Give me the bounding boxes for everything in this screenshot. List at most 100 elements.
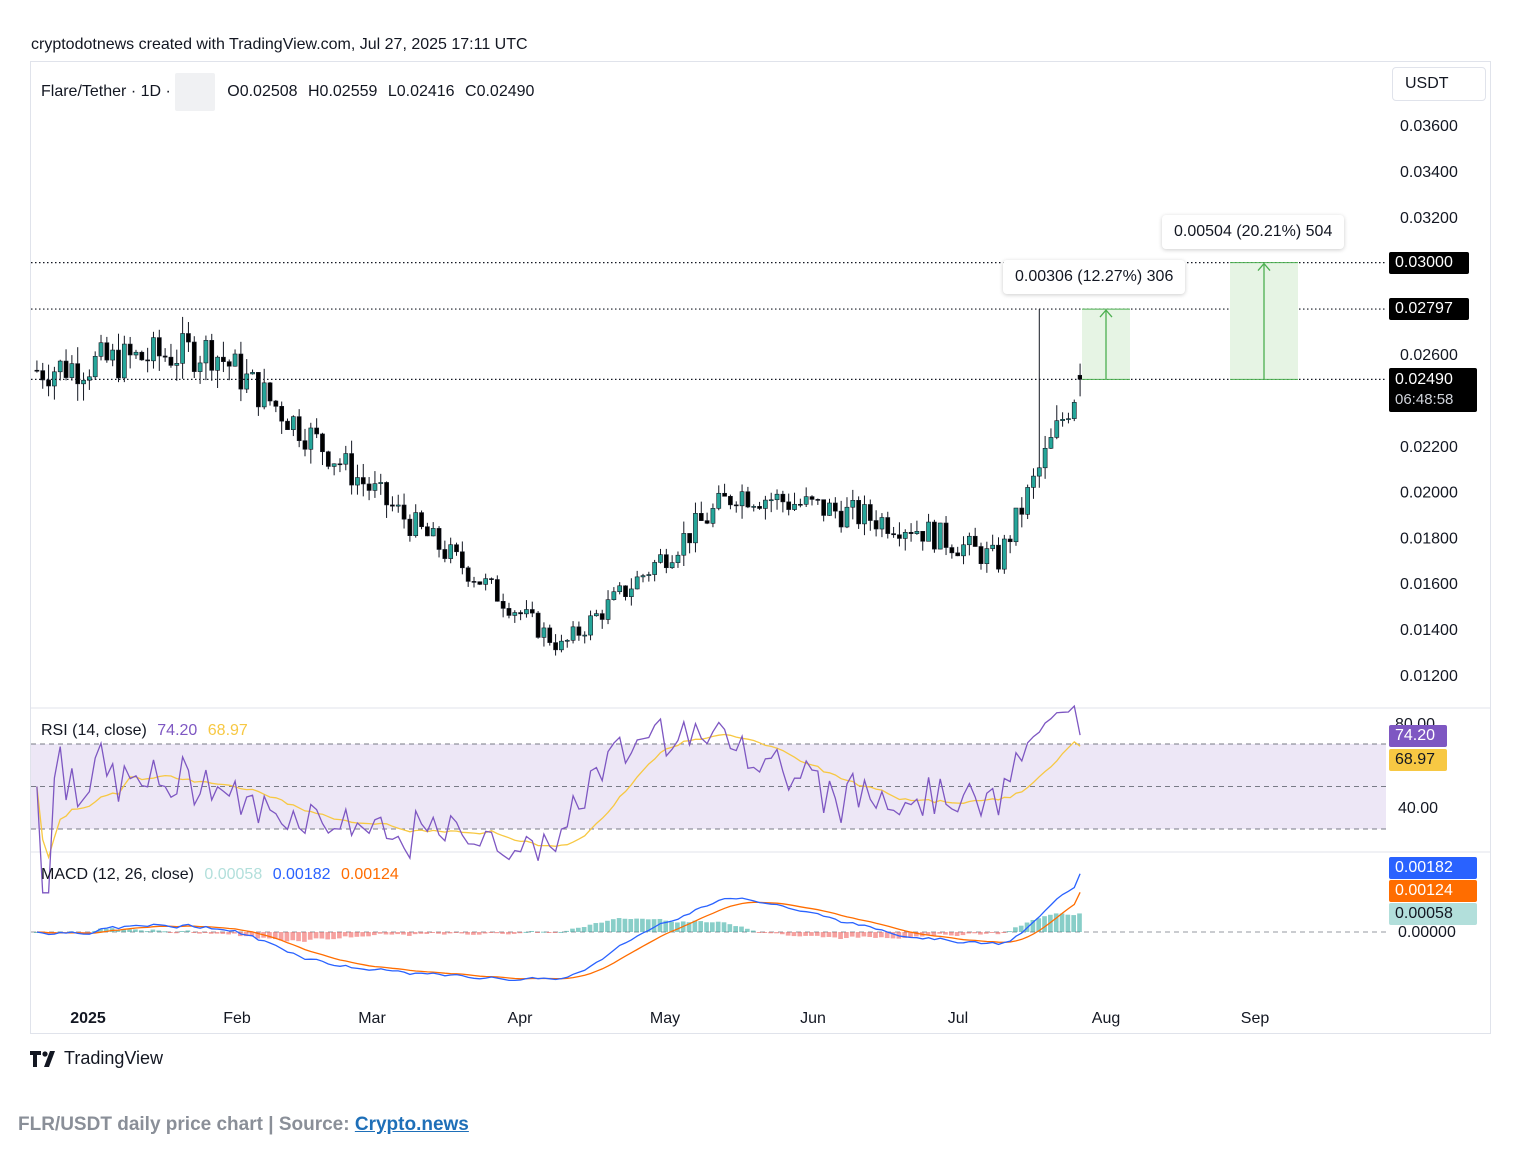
candle-body — [168, 356, 174, 366]
macd-histogram-bar — [739, 926, 744, 932]
candle-body — [145, 359, 150, 362]
candle-body — [477, 581, 483, 585]
macd-histogram-bar — [873, 932, 878, 938]
price-tick-label: 0.01400 — [1400, 622, 1458, 639]
macd-histogram-bar — [570, 928, 575, 932]
candle-body — [378, 482, 384, 484]
candle-body — [617, 585, 623, 593]
candle-body — [949, 547, 955, 554]
caption-source-link[interactable]: Crypto.news — [354, 1114, 469, 1135]
tradingview-logo[interactable]: TradingView — [30, 1048, 163, 1069]
macd-histogram-bar — [465, 932, 470, 935]
rsi-title: RSI (14, close) — [41, 722, 147, 739]
candle-body — [75, 363, 81, 385]
macd-histogram-bar — [272, 932, 278, 940]
candle-body — [838, 510, 844, 528]
macd-histogram-bar — [605, 920, 610, 932]
macd-histogram-bar — [191, 932, 197, 933]
macd-histogram-bar — [494, 932, 500, 934]
macd-histogram-bar — [395, 932, 400, 935]
candle-body — [1007, 538, 1013, 543]
macd-histogram-bar — [383, 932, 389, 935]
macd-histogram-bar — [506, 932, 511, 935]
candle-body — [460, 551, 465, 569]
candle-body — [1077, 374, 1083, 380]
candle-body — [675, 554, 681, 563]
rsi-legend: RSI (14, close) 74.20 68.97 — [41, 722, 248, 740]
candle-body — [1025, 487, 1030, 515]
candle-body — [285, 420, 290, 430]
candle-body — [448, 544, 454, 559]
macd-histogram-bar — [535, 932, 540, 933]
macd-histogram-bar — [960, 932, 966, 936]
rsi-line — [36, 704, 1081, 894]
candle-body — [902, 531, 908, 539]
candle-body — [774, 493, 780, 501]
time-tick-label: Sep — [1241, 1010, 1270, 1027]
macd-histogram-bar — [890, 932, 896, 939]
macd-histogram-bar — [34, 932, 39, 933]
redacted-box — [174, 73, 215, 111]
candle-body — [914, 530, 920, 534]
candle-body — [244, 373, 250, 390]
macd-histogram-bar — [727, 924, 733, 932]
macd-histogram-bar — [348, 932, 354, 938]
macd-histogram-bar — [1036, 918, 1042, 932]
candle-body — [63, 360, 69, 378]
macd-histogram-bar — [1059, 913, 1065, 932]
candle-body — [314, 427, 319, 435]
macd-histogram-bar — [372, 932, 377, 936]
macd-histogram-bar — [296, 932, 301, 942]
candle-body — [186, 333, 191, 343]
candle-body — [582, 634, 588, 637]
macd-histogram-bar — [1053, 913, 1059, 932]
macd-histogram-bar — [290, 932, 296, 941]
macd-histogram-bar — [313, 932, 319, 939]
candle-body — [506, 608, 512, 616]
rsi-ma-tag: 68.97 — [1389, 749, 1447, 771]
candle-body — [133, 351, 139, 356]
macd-histogram-bar — [511, 932, 517, 934]
macd-histogram-bar — [803, 932, 808, 936]
candle-body — [990, 544, 996, 549]
macd-histogram-bar — [616, 918, 622, 932]
candle-body — [1019, 507, 1025, 515]
rsi-ma-line — [36, 733, 1081, 860]
rsi-axis-mid: 40.00 — [1398, 800, 1439, 817]
candle-body — [116, 349, 121, 379]
macd-histogram-bar — [640, 918, 645, 932]
macd-histogram-bar — [1007, 931, 1012, 933]
candle-body — [955, 552, 961, 557]
macd-histogram-bar — [791, 932, 797, 937]
candle-body — [349, 453, 354, 486]
macd-histogram-bar — [389, 932, 395, 935]
candle-body — [360, 477, 366, 485]
measure-arrow-head — [1257, 262, 1271, 272]
candle-body — [1042, 447, 1048, 469]
macd-histogram-bar — [733, 926, 738, 932]
macd-histogram-bar — [523, 931, 529, 933]
price-tick-label: 0.03600 — [1400, 118, 1458, 135]
macd-histogram-bar — [861, 932, 867, 937]
macd-histogram-bar — [879, 932, 884, 938]
macd-histogram-bar — [634, 918, 639, 932]
candle-body — [209, 340, 215, 371]
macd-histogram-bar — [581, 927, 587, 932]
candle-body — [524, 609, 529, 615]
macd-histogram-bar — [179, 930, 185, 932]
macd-histogram-bar — [226, 932, 231, 935]
candle-body — [1054, 420, 1060, 438]
macd-histogram-bar — [249, 932, 255, 936]
candle-body — [419, 512, 424, 528]
macd-histogram-bar — [855, 932, 861, 938]
macd-histogram-bar — [243, 932, 249, 937]
macd-histogram-bar — [657, 918, 663, 932]
candle-body — [302, 440, 308, 450]
macd-histogram-bar — [675, 922, 680, 932]
candle-body — [337, 463, 343, 466]
time-tick-label: May — [650, 1010, 680, 1027]
candle-body — [174, 363, 180, 366]
currency-button[interactable]: USDT — [1392, 67, 1486, 101]
candle-body — [46, 379, 51, 387]
